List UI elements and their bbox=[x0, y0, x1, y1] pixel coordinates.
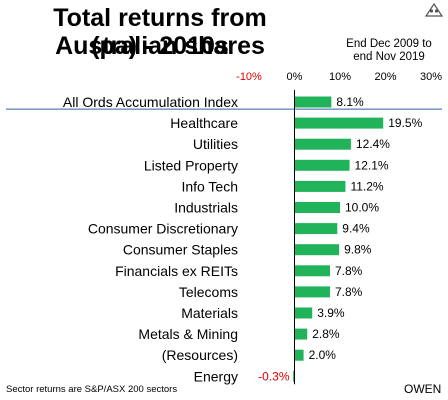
category-label: Consumer Discretionary bbox=[88, 221, 238, 237]
data-label: 12.1% bbox=[355, 158, 389, 172]
bar bbox=[294, 96, 332, 108]
period-note-line2: end Nov 2019 bbox=[353, 51, 425, 63]
category-label: Healthcare bbox=[170, 115, 238, 131]
category-label: Consumer Staples bbox=[123, 242, 238, 258]
category-label: (Resources) bbox=[162, 347, 238, 363]
bar bbox=[294, 349, 304, 361]
data-label: 7.8% bbox=[335, 285, 363, 299]
bar bbox=[294, 223, 338, 235]
bar bbox=[294, 202, 340, 213]
category-label: Energy bbox=[194, 368, 238, 384]
data-label: 10.0% bbox=[345, 201, 379, 215]
x-tick-label: 0% bbox=[287, 71, 303, 83]
owl-logo-icon bbox=[424, 2, 444, 17]
category-label: Industrials bbox=[174, 200, 238, 216]
bar bbox=[294, 286, 330, 298]
bar bbox=[293, 370, 295, 382]
bar bbox=[294, 138, 351, 150]
footnote: Sector returns are S&P/ASX 200 sectors bbox=[6, 384, 178, 395]
bar bbox=[294, 117, 384, 129]
x-tick-label: 10% bbox=[329, 71, 351, 83]
data-label: 2.0% bbox=[309, 348, 337, 362]
data-label: -0.3% bbox=[258, 369, 290, 383]
data-label: 12.4% bbox=[356, 137, 390, 151]
category-label: Telecoms bbox=[179, 284, 238, 300]
data-label: 8.1% bbox=[336, 95, 364, 109]
bar bbox=[294, 328, 308, 340]
bar bbox=[294, 159, 350, 171]
brand-label: OWEN bbox=[404, 382, 442, 396]
x-tick-label: 20% bbox=[374, 71, 396, 83]
category-label: Utilities bbox=[193, 136, 238, 152]
category-label: Info Tech bbox=[181, 178, 238, 194]
data-label: 9.8% bbox=[344, 243, 372, 257]
chart-title-line1: Total returns from Australian shares bbox=[53, 4, 267, 60]
data-label: 2.8% bbox=[312, 327, 340, 341]
data-label: 19.5% bbox=[388, 116, 422, 130]
category-label: Listed Property bbox=[144, 157, 238, 173]
data-label: 11.2% bbox=[350, 179, 383, 193]
data-label: 9.4% bbox=[342, 222, 370, 236]
category-label: All Ords Accumulation Index bbox=[63, 94, 238, 110]
category-label: Financials ex REITs bbox=[115, 263, 238, 279]
bar bbox=[294, 265, 330, 277]
data-label: 7.8% bbox=[335, 264, 363, 278]
bar bbox=[294, 180, 346, 192]
data-label: 3.9% bbox=[317, 306, 345, 320]
x-tick-label: 30% bbox=[420, 71, 442, 83]
x-tick-label: -10% bbox=[236, 71, 262, 83]
chart-title-line2: (pa) - 2010s bbox=[91, 32, 229, 60]
bar bbox=[294, 307, 313, 319]
bar bbox=[294, 244, 340, 256]
period-note-line1: End Dec 2009 to bbox=[346, 38, 432, 50]
category-label: Materials bbox=[181, 305, 238, 321]
category-label: Metals & Mining bbox=[138, 326, 238, 342]
